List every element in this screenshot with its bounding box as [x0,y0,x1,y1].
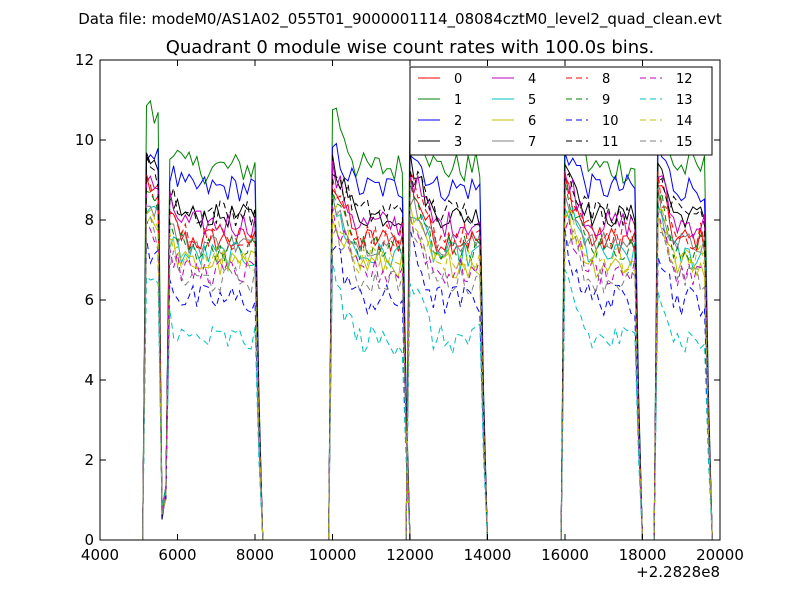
y-tick-label: 12 [75,51,94,69]
x-offset-label: +2.2828e8 [636,563,720,581]
y-tick-label: 10 [75,131,94,149]
legend-label-15: 15 [676,135,693,150]
series-line-14 [142,204,713,540]
legend-label-8: 8 [602,72,610,87]
series-line-5 [142,192,713,540]
series-line-15 [142,213,713,540]
series-line-2 [142,142,713,540]
x-tick-label: 20000 [696,546,744,564]
series-line-9 [142,180,713,540]
x-tick-label: 18000 [619,546,667,564]
data-file-label: Data file: modeM0/AS1A02_055T01_90000011… [78,10,722,29]
chart-title: Quadrant 0 module wise count rates with … [166,37,655,58]
x-tick-label: 4000 [81,546,119,564]
y-tick-label: 8 [84,211,94,229]
legend-label-14: 14 [676,114,693,129]
legend-label-12: 12 [676,72,693,87]
legend-label-0: 0 [454,72,462,87]
legend-box [409,66,713,156]
x-tick-label: 14000 [464,546,512,564]
y-tick-label: 4 [84,371,94,389]
x-tick-label: 12000 [386,546,434,564]
series-line-13 [142,260,713,540]
legend-label-3: 3 [454,135,462,150]
y-tick-label: 2 [84,451,94,469]
series-line-8 [142,170,713,540]
series-line-11 [142,155,713,540]
legend-label-2: 2 [454,114,462,129]
legend-label-5: 5 [528,93,536,108]
legend-label-13: 13 [676,93,693,108]
x-tick-label: 10000 [309,546,357,564]
legend-label-7: 7 [528,135,536,150]
legend-label-11: 11 [602,135,619,150]
x-tick-label: 6000 [158,546,196,564]
series-layer [142,97,713,540]
legend-label-1: 1 [454,93,462,108]
legend-label-10: 10 [602,114,619,129]
x-tick-label: 16000 [541,546,589,564]
series-line-10 [142,229,713,540]
legend-label-9: 9 [602,93,610,108]
x-tick-label: 8000 [236,546,274,564]
legend-label-4: 4 [528,72,536,87]
axis-ticks: 4000 6000 8000 10000 12000 14000 16000 18000 200… [75,51,744,564]
y-tick-label: 0 [84,531,94,549]
legend-label-6: 6 [528,114,536,129]
y-tick-label: 6 [84,291,94,309]
series-line-6 [142,203,713,540]
